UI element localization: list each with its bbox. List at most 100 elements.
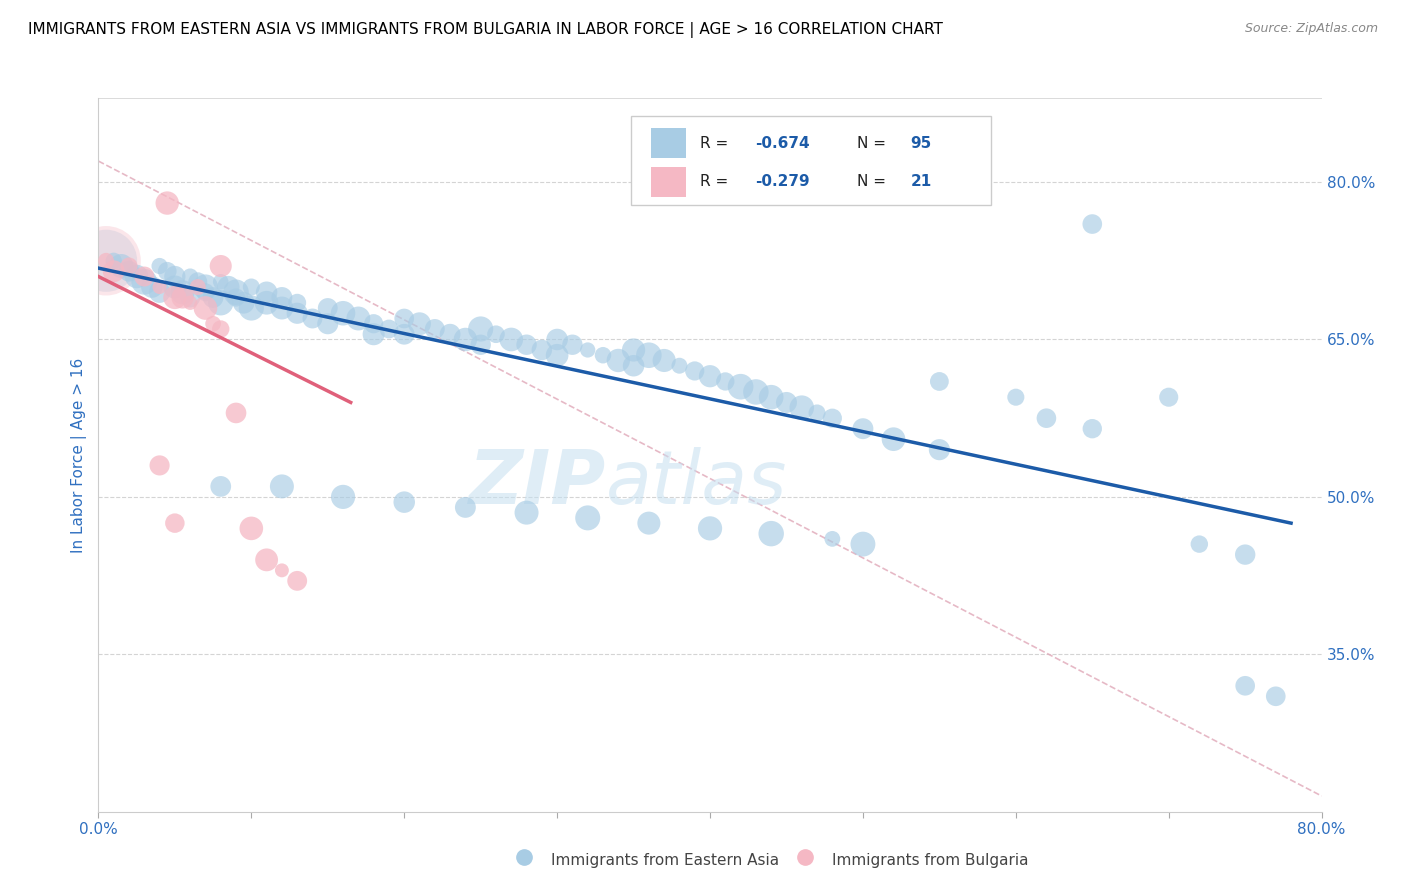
Point: [270, 563, 292, 577]
Point: [546, 348, 568, 362]
Point: [240, 521, 263, 535]
Point: [134, 269, 156, 284]
Point: [759, 390, 782, 404]
Point: [94, 253, 117, 268]
Point: [285, 306, 308, 320]
Point: [110, 259, 132, 273]
Point: [202, 317, 225, 331]
Point: [240, 301, 263, 315]
Point: [149, 259, 172, 273]
Point: [225, 406, 247, 420]
Point: [546, 333, 568, 347]
Point: [232, 295, 254, 310]
Point: [285, 295, 308, 310]
Text: Source: ZipAtlas.com: Source: ZipAtlas.com: [1244, 22, 1378, 36]
Text: Immigrants from Eastern Asia: Immigrants from Eastern Asia: [551, 853, 779, 868]
Point: [775, 395, 797, 409]
Point: [202, 291, 225, 305]
Point: [806, 406, 828, 420]
Point: [883, 432, 905, 446]
Point: [623, 343, 645, 357]
Point: [163, 516, 186, 530]
Point: [454, 333, 477, 347]
Text: R =: R =: [700, 174, 734, 189]
Point: [714, 375, 737, 389]
Point: [179, 269, 201, 284]
Point: [172, 285, 194, 300]
Point: [745, 384, 768, 399]
FancyBboxPatch shape: [651, 128, 686, 158]
Point: [332, 306, 354, 320]
Point: [576, 511, 599, 525]
Y-axis label: In Labor Force | Age > 16: In Labor Force | Age > 16: [72, 358, 87, 552]
Point: [378, 322, 401, 336]
Point: [363, 317, 385, 331]
Point: [592, 348, 614, 362]
Point: [852, 537, 875, 551]
Point: [194, 301, 217, 315]
Point: [821, 411, 844, 425]
Point: [392, 495, 416, 509]
Point: [194, 280, 217, 294]
Point: [408, 317, 430, 331]
Point: [699, 521, 721, 535]
Point: [652, 353, 675, 368]
Point: [470, 337, 492, 351]
FancyBboxPatch shape: [630, 116, 991, 205]
Point: [485, 327, 508, 342]
Point: [125, 269, 148, 284]
Point: [149, 280, 172, 294]
Text: ZIP: ZIP: [468, 447, 606, 520]
Point: [1081, 422, 1104, 436]
FancyBboxPatch shape: [651, 167, 686, 196]
Text: -0.279: -0.279: [755, 174, 810, 189]
Point: [332, 490, 354, 504]
Point: [163, 269, 186, 284]
Point: [301, 311, 323, 326]
Point: [516, 337, 538, 351]
Point: [149, 458, 172, 473]
Point: [623, 359, 645, 373]
Point: [270, 479, 292, 493]
Point: [470, 322, 492, 336]
Point: [209, 275, 232, 289]
Text: atlas: atlas: [606, 448, 787, 519]
Point: [363, 327, 385, 342]
Point: [187, 280, 209, 294]
Point: [1081, 217, 1104, 231]
Point: [179, 291, 201, 305]
Point: [668, 359, 690, 373]
Point: [194, 285, 217, 300]
Point: [149, 285, 172, 300]
Point: [285, 574, 308, 588]
Point: [209, 259, 232, 273]
Point: [928, 375, 950, 389]
Text: N =: N =: [856, 174, 890, 189]
Point: [179, 295, 201, 310]
Text: IMMIGRANTS FROM EASTERN ASIA VS IMMIGRANTS FROM BULGARIA IN LABOR FORCE | AGE > : IMMIGRANTS FROM EASTERN ASIA VS IMMIGRAN…: [28, 22, 943, 38]
Point: [392, 311, 416, 326]
Point: [156, 196, 179, 211]
Point: [103, 253, 125, 268]
Point: [209, 295, 232, 310]
Point: [561, 337, 583, 351]
Point: [209, 322, 232, 336]
Point: [94, 253, 117, 268]
Point: [256, 295, 278, 310]
Point: [790, 401, 813, 415]
Point: [217, 280, 239, 294]
Point: [103, 264, 125, 278]
Point: [347, 311, 370, 326]
Point: [256, 285, 278, 300]
Point: [439, 327, 461, 342]
Point: [576, 343, 599, 357]
Point: [607, 353, 630, 368]
Point: [118, 264, 141, 278]
Point: [699, 369, 721, 384]
Text: N =: N =: [856, 136, 890, 151]
Point: [141, 280, 163, 294]
Point: [1234, 548, 1257, 562]
Text: -0.674: -0.674: [755, 136, 810, 151]
Point: [316, 317, 339, 331]
Point: [730, 380, 752, 394]
